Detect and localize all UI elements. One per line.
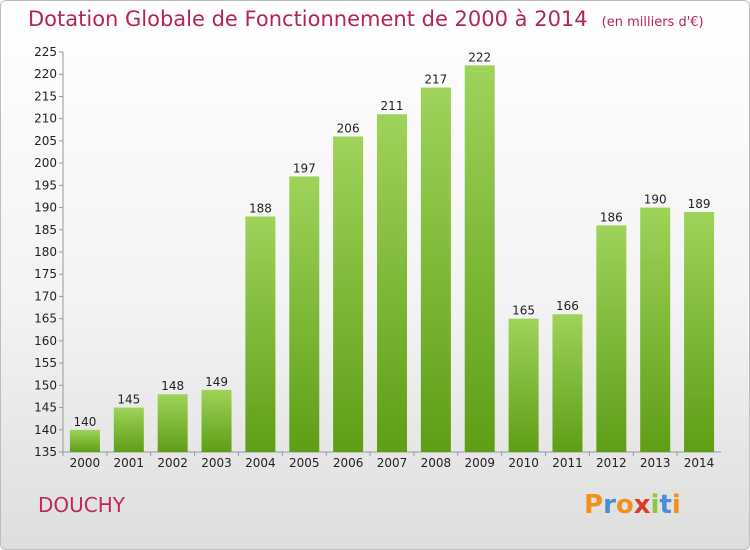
y-tick-label: 225 (34, 45, 57, 59)
logo-letter: x (633, 490, 651, 520)
bar-2008 (420, 87, 451, 453)
x-tick-label-2008: 2008 (421, 456, 452, 470)
bar-2006 (333, 136, 364, 452)
y-tick-label: 160 (34, 334, 57, 348)
chart-title-text: Dotation Globale de Fonctionnement de 20… (28, 7, 588, 31)
value-label-2008: 217 (424, 73, 447, 87)
x-tick-label-2007: 2007 (377, 456, 408, 470)
logo-letter: i (671, 490, 681, 520)
x-tick-labels: 2000 2001 2002 2003 2004 2005 2006 2007 2008 2009… (62, 452, 715, 470)
value-label-2005: 197 (293, 161, 316, 175)
bar-2014 (684, 212, 715, 452)
y-tick-label: 155 (34, 356, 57, 370)
y-tick-label: 205 (34, 134, 57, 148)
y-tick-label: 215 (34, 89, 57, 103)
y-tick-label: 135 (34, 445, 57, 459)
x-tick-label-2011: 2011 (552, 456, 583, 470)
x-tick-label-2006: 2006 (333, 456, 364, 470)
bar-2013 (640, 207, 671, 452)
logo-letter: t (659, 490, 672, 520)
y-tick-label: 150 (34, 378, 57, 392)
bar-2009 (464, 65, 495, 452)
x-tick-label-2004: 2004 (245, 456, 276, 470)
bar-2000 (69, 429, 100, 452)
x-tick-label-2014: 2014 (684, 456, 715, 470)
chart-unit: (en milliers d'€) (601, 15, 704, 30)
value-label-2001: 145 (117, 393, 140, 407)
value-label-2010: 165 (512, 304, 535, 318)
y-tick-label: 220 (34, 67, 57, 81)
y-tick-label: 180 (34, 245, 57, 259)
value-label-2009: 222 (468, 50, 491, 64)
x-tick-label-2010: 2010 (508, 456, 539, 470)
y-tick-label: 210 (34, 112, 57, 126)
bar-2001 (113, 407, 144, 452)
value-label-2014: 189 (688, 197, 711, 211)
logo-letter: r (603, 490, 616, 520)
y-tick-label: 140 (34, 423, 57, 437)
value-label-2003: 149 (205, 375, 228, 389)
x-tick-label-2002: 2002 (157, 456, 188, 470)
y-tick-label: 175 (34, 267, 57, 281)
x-tick-label-2003: 2003 (201, 456, 232, 470)
y-tick-label: 200 (34, 156, 57, 170)
chart-title: Dotation Globale de Fonctionnement de 20… (28, 7, 704, 31)
x-tick-label-2009: 2009 (464, 456, 495, 470)
y-tick-label: 170 (34, 289, 57, 303)
y-tick-label: 165 (34, 312, 57, 326)
x-tick-label-2012: 2012 (596, 456, 627, 470)
y-tick-label: 145 (34, 401, 57, 415)
bar-2011 (552, 314, 583, 452)
logo-letter: o (615, 490, 634, 520)
bar-2005 (289, 176, 320, 452)
value-labels: 140 145 148 149 188 197 206 211 217 222 165 166 186 1… (73, 50, 710, 428)
proxiti-logo: Proxiti (584, 490, 681, 520)
y-tick-label: 195 (34, 178, 57, 192)
bar-2010 (508, 318, 539, 452)
value-label-2007: 211 (381, 99, 404, 113)
x-tick-label-2000: 2000 (70, 456, 101, 470)
value-label-2012: 186 (600, 210, 623, 224)
value-label-2000: 140 (73, 415, 96, 429)
value-label-2006: 206 (337, 121, 360, 135)
value-label-2013: 190 (644, 193, 667, 207)
y-tick-label: 185 (34, 223, 57, 237)
x-tick-label-2013: 2013 (640, 456, 671, 470)
bar-2012 (596, 225, 627, 452)
commune-name: DOUCHY (38, 493, 126, 517)
y-tick-label: 190 (34, 201, 57, 215)
bar-2007 (377, 114, 407, 452)
x-tick-label-2005: 2005 (289, 456, 320, 470)
bar-2002 (157, 394, 188, 452)
bar-2003 (201, 389, 232, 452)
bar-2004 (245, 216, 276, 452)
value-label-2002: 148 (161, 379, 184, 393)
logo-letter: i (650, 490, 660, 520)
x-tick-label-2001: 2001 (114, 456, 145, 470)
y-tick-labels: 135 140 145 150 155 160 165 170 175 180 185 190 195 2… (34, 45, 63, 459)
value-label-2011: 166 (556, 299, 579, 313)
value-label-2004: 188 (249, 201, 272, 215)
logo-letter: P (584, 490, 604, 520)
bars (69, 65, 715, 453)
